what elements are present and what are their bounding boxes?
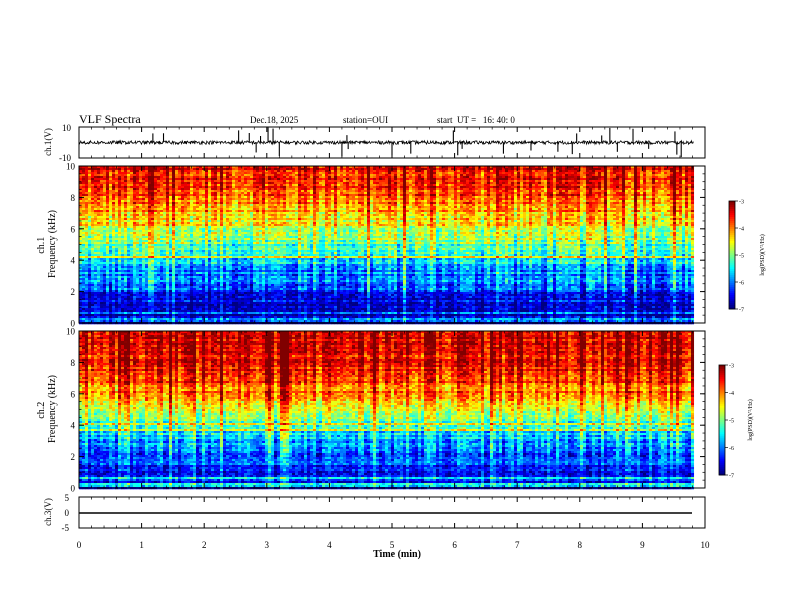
time-tick-label: 6	[452, 540, 457, 550]
ch1-colorbar-ticks: -3 -4 -5 -6 -7	[735, 200, 744, 314]
ch1-waveform-ylabel: ch.1(V)	[43, 128, 53, 156]
ch2-ytick-label: 8	[71, 358, 76, 368]
time-tick-label: 7	[515, 540, 520, 550]
ch1-spectrogram-ylabel: ch.1 Frequency (kHz)	[36, 210, 58, 278]
ch2-ytick-label: 0	[71, 484, 76, 494]
time-tick-label: 1	[139, 540, 144, 550]
time-tick-label: 4	[327, 540, 332, 550]
header-date: Dec.18, 2025	[250, 115, 299, 125]
ch2-colorbar-ticks: -3 -4 -5 -6 -7	[725, 364, 734, 480]
ch2-spectrogram-panel: ch.2 Frequency (kHz) 0 2 4 6 8 10	[36, 327, 705, 494]
ch1-ytick-label: 4	[71, 256, 76, 266]
ch1-colorbar-tick-label: -4	[739, 227, 744, 233]
header-station: station=OUI	[343, 115, 388, 125]
ch2-colorbar-tick-label: -5	[729, 419, 734, 425]
ch2-colorbar-gradient	[719, 365, 725, 475]
ch1-colorbar-label: log(PSD)(V²/Hz)	[759, 234, 766, 275]
ch1-colorbar-tick-label: -3	[739, 200, 744, 206]
time-tick-label: 2	[202, 540, 207, 550]
ch3-ytick-bottom: -5	[62, 523, 70, 533]
ch2-colorbar-tick-label: -6	[729, 446, 734, 452]
ch2-ytick-label: 10	[66, 327, 76, 337]
ch1-colorbar-tick-label: -7	[739, 308, 744, 314]
ch1-colorbar-tick-label: -5	[739, 254, 744, 260]
ch2-colorbar-tick-label: -7	[729, 474, 734, 480]
time-tick-label: 0	[77, 540, 82, 550]
ch1-ylabel-channel: ch.1	[36, 237, 47, 254]
x-axis-label: Time (min)	[373, 549, 421, 560]
ch3-ytick-top: 5	[65, 493, 70, 503]
ch2-ytick-label: 2	[71, 452, 76, 462]
ch2-colorbar-tick-label: -4	[729, 391, 734, 397]
ch2-ytick-label: 4	[71, 421, 76, 431]
ch1-ytick-label: 10	[66, 162, 76, 172]
ch2-colorbar-tick-label: -3	[729, 364, 734, 370]
ch2-colorbar-label: log(PSD)(V²/Hz)	[747, 399, 754, 440]
time-tick-label: 9	[640, 540, 645, 550]
ch1-colorbar-gradient	[729, 201, 735, 309]
time-tick-label: 10	[701, 540, 711, 550]
ch1-waveform-panel: ch.1(V) 10 -10	[43, 123, 705, 163]
ch1-colorbar: -3 -4 -5 -6 -7 log(PSD)(V²/Hz)	[729, 200, 766, 314]
ch1-ytick-label: 6	[71, 224, 76, 234]
ch1-ylabel-freq: Frequency (kHz)	[47, 210, 58, 278]
ch2-ylabel-freq: Frequency (kHz)	[47, 375, 58, 443]
ch1-waveform-line	[79, 128, 693, 158]
ch1-ytick-label: 8	[71, 193, 76, 203]
ch1-colorbar-tick-label: -6	[739, 281, 744, 287]
time-tick-label: 8	[578, 540, 583, 550]
ch1-ytick-label: 2	[71, 287, 76, 297]
ch1-spectrogram-image	[79, 166, 694, 324]
time-tick-label: 3	[265, 540, 270, 550]
figure-title: VLF Spectra	[79, 112, 141, 126]
header-start-ut: start UT = 16: 40: 0	[437, 115, 515, 125]
ch2-ytick-label: 6	[71, 389, 76, 399]
ch2-spectrogram-ylabel: ch.2 Frequency (kHz)	[36, 375, 58, 443]
ch3-waveform-panel: ch.3(V) 5 0 -5	[43, 493, 705, 533]
vlf-spectra-figure: VLF Spectra Dec.18, 2025 station=OUI sta…	[0, 0, 792, 612]
ch2-ylabel-channel: ch.2	[36, 402, 47, 419]
ch1-ytick-top: 10	[62, 123, 72, 133]
ch3-waveform-ylabel: ch.3(V)	[43, 498, 53, 526]
ch3-ytick-mid: 0	[65, 508, 70, 518]
ch2-colorbar: -3 -4 -5 -6 -7 log(PSD)(V²/Hz)	[719, 364, 754, 480]
ch2-spectrogram-image	[79, 331, 694, 489]
